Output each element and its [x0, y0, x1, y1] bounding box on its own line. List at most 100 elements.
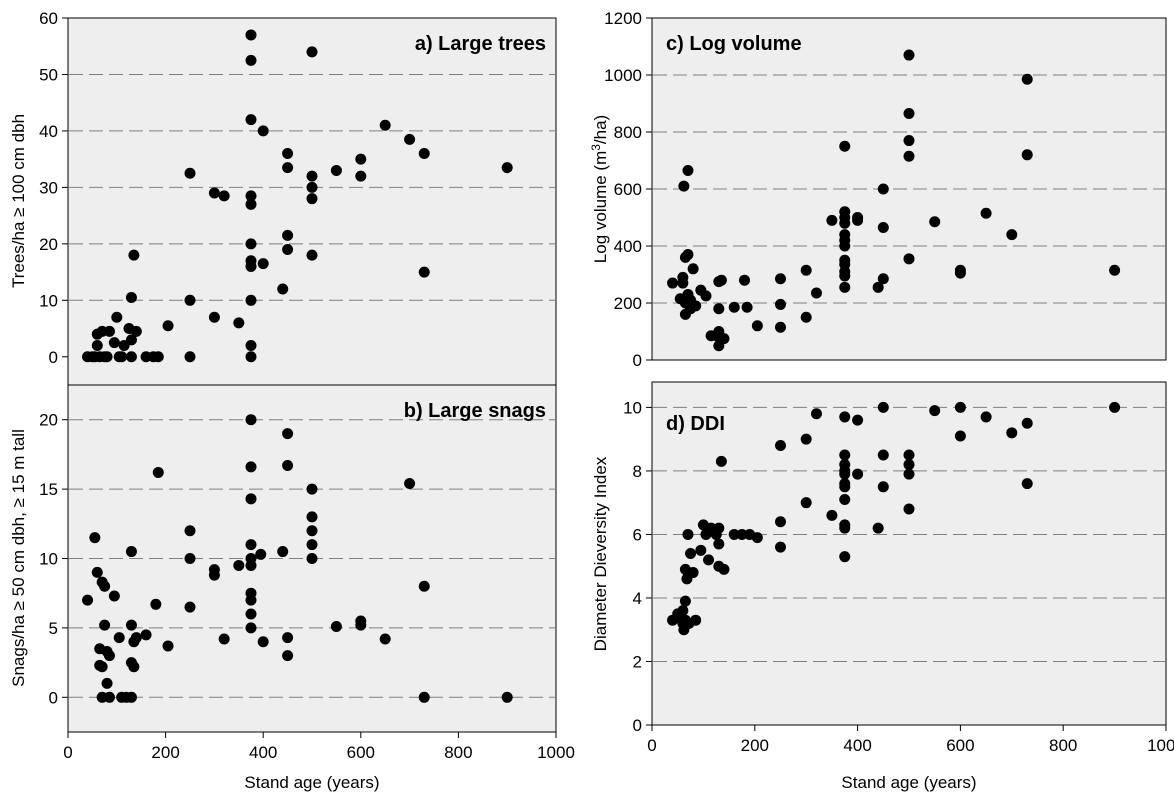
panel-b-ytick-label: 0 — [49, 688, 58, 707]
panel-c-ylabel-sup: 3 — [589, 144, 603, 151]
panel-a-data-point — [125, 334, 137, 346]
panel-c-data-point — [775, 298, 786, 310]
panel-d-ytick-label: 8 — [633, 462, 642, 481]
panel-c-ytick-label: 200 — [614, 294, 642, 313]
panel-b-data-point — [218, 633, 230, 645]
panel-a-data-point — [245, 260, 257, 272]
panel-d-ytick-label: 6 — [633, 525, 642, 544]
panel-d-ytick-label: 10 — [623, 398, 642, 417]
panel-b-data-point — [257, 636, 269, 648]
panel-a-data-point — [306, 170, 318, 182]
panel-d-data-point — [751, 532, 763, 544]
panel-c-ylabel-end: /ha) — [591, 115, 610, 144]
panel-b-data-point — [103, 650, 115, 662]
panel-a-ytick-label: 0 — [49, 348, 58, 367]
panel-d-data-point — [839, 522, 851, 534]
panel-c-data-point — [775, 321, 786, 333]
panel-c-data-point — [1006, 229, 1018, 241]
panel-d-data-point — [677, 605, 689, 617]
panel-b-data-point — [306, 483, 318, 495]
panel-d-data-point — [690, 614, 702, 626]
panel-c-data-point — [877, 221, 889, 233]
panel-a-data-point — [418, 266, 430, 278]
panel-c-data-point — [903, 253, 915, 265]
panel-d-data-point — [1021, 478, 1033, 490]
panel-a-data-point — [184, 167, 196, 179]
panel-d-data-point — [954, 401, 966, 413]
panel-a-data-point — [330, 164, 342, 176]
panel-c-data-point — [682, 249, 694, 261]
panel-d-data-point — [685, 548, 697, 559]
panel-b-data-point — [130, 632, 142, 644]
panel-b-data-point — [184, 601, 196, 613]
panel-a-data-point — [282, 229, 294, 241]
panel-a-data-point — [355, 170, 367, 182]
panel-d-data-point — [703, 554, 715, 566]
panel-d-data-point — [1021, 417, 1033, 429]
panel-b-ylabel: Snags/ha ≥ 50 cm dbh, ≥ 15 m tall — [9, 429, 28, 687]
panel-b-data-point — [125, 691, 137, 703]
panel-a-data-point — [184, 294, 196, 306]
panel-a-data-point — [245, 339, 257, 351]
panel-c-points — [667, 49, 1121, 352]
panel-a-ytick-label: 20 — [39, 235, 58, 254]
panel-d-ytick-label: 2 — [633, 652, 642, 671]
panel-c-data-point — [903, 135, 915, 147]
panel-c-data-point — [839, 281, 851, 293]
panel-c-ytick-label: 0 — [633, 351, 642, 370]
panel-b-data-point — [245, 608, 257, 620]
panel-b-data-point — [245, 461, 257, 473]
panel-d-data-point — [775, 541, 786, 553]
panel-a-data-point — [91, 339, 103, 351]
panel-d-data-point — [810, 408, 822, 420]
panel-a-data-point — [277, 283, 289, 295]
panel-b-data-point — [91, 566, 103, 578]
panel-c-data-point — [713, 303, 725, 315]
panel-a-data-point — [306, 46, 318, 58]
panel-d-ylabel: Diameter Dieversity Index — [591, 456, 610, 651]
panel-a-data-point — [282, 162, 294, 174]
panel-d-ytick-label: 0 — [633, 716, 642, 735]
panel-d-xlabel: Stand age (years) — [841, 773, 976, 792]
panel-c-data-point — [810, 287, 822, 299]
panel-c-data-point — [872, 281, 884, 293]
panel-c-data-point — [877, 183, 889, 195]
panel-d-xtick-label: 600 — [946, 736, 974, 755]
panel-c-ytick-label: 1000 — [604, 66, 642, 85]
panel-a-data-point — [404, 133, 416, 145]
panel-a-ytick-label: 10 — [39, 291, 58, 310]
panel-b-title: b) Large snags — [404, 400, 546, 422]
panel-a-data-point — [128, 249, 140, 261]
panel-c-data-point — [903, 49, 915, 61]
panel-a-data-point — [306, 193, 318, 205]
panel-d-xtick-label: 800 — [1049, 736, 1077, 755]
panel-a-data-point — [152, 351, 164, 363]
panel-c-ylabel-main: Log volume (m — [591, 151, 610, 263]
panel-d-data-point — [682, 528, 694, 540]
panel-b-data-point — [277, 546, 289, 558]
panel-b-data-point — [330, 621, 342, 633]
panel-d-data-point — [954, 430, 966, 442]
panel-d-axis-ticks: 0 2 4 6 8 10 0 200 400 600 800 1000 — [623, 398, 1174, 755]
panel-b-data-point — [140, 629, 152, 641]
panel-b-xtick-label: 0 — [63, 743, 72, 762]
panel-a-data-point — [245, 54, 257, 66]
panel-b-ytick-label: 10 — [39, 550, 58, 569]
panel-c-ytick-label: 600 — [614, 180, 642, 199]
panel-a-ytick-label: 40 — [39, 122, 58, 141]
panel-a-ytick-label: 60 — [39, 9, 58, 28]
panel-c-data-point — [739, 274, 751, 286]
panel-c-data-point — [980, 207, 992, 219]
panel-b-data-point — [245, 559, 257, 571]
panel-b-data-point — [245, 539, 257, 551]
panel-c-log-volume: 0 200 400 600 800 1000 1200 c) Log volume Log … — [589, 9, 1167, 370]
panel-a-data-point — [208, 311, 220, 323]
panel-a-data-point — [355, 153, 367, 165]
panel-a-data-point — [162, 320, 174, 332]
panel-c-data-point — [852, 214, 864, 226]
panel-d-data-point — [852, 468, 864, 480]
panel-b-data-point — [282, 650, 294, 662]
panel-b-xtick-label: 200 — [151, 743, 179, 762]
